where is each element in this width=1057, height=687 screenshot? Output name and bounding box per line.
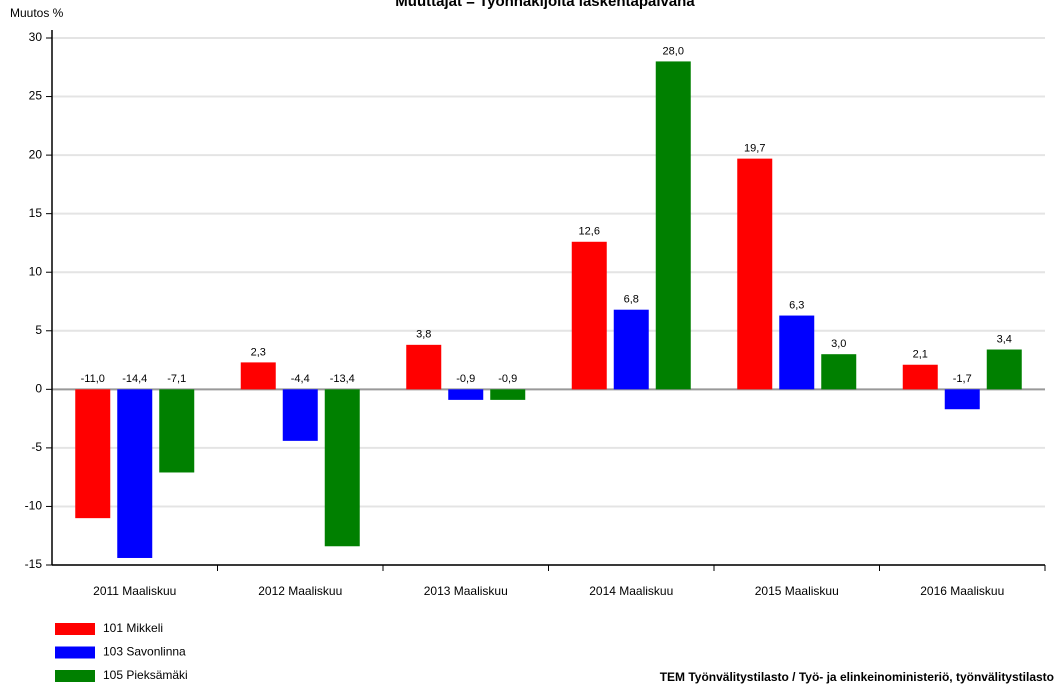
x-tick-label: 2014 Maaliskuu	[589, 584, 673, 598]
y-axis-label: Muutos %	[10, 6, 64, 20]
data-label: -13,4	[330, 373, 355, 385]
data-label: 28,0	[663, 45, 684, 57]
bar	[117, 389, 153, 558]
bar	[737, 158, 773, 390]
bar	[613, 309, 649, 390]
data-label: 3,4	[997, 333, 1012, 345]
data-label: -14,4	[122, 373, 147, 385]
legend-label: 103 Savonlinna	[103, 645, 186, 659]
bar	[779, 315, 815, 390]
data-label: -11,0	[81, 373, 105, 385]
bar	[75, 389, 111, 519]
data-label: -0,9	[498, 373, 517, 385]
legend-swatch	[55, 646, 95, 659]
x-tick-label: 2016 Maaliskuu	[920, 584, 1004, 598]
data-label: 3,0	[831, 338, 846, 350]
bar	[448, 389, 484, 400]
legend-swatch	[55, 623, 95, 635]
data-label: 2,3	[251, 346, 266, 358]
x-tick-label: 2013 Maaliskuu	[424, 584, 508, 598]
legend-label: 105 Pieksämäki	[103, 668, 188, 682]
legend-swatch	[55, 670, 95, 682]
y-tick-label: 30	[29, 30, 43, 44]
chart-title: Muuttajat = Työnhakijoita laskentapäivän…	[395, 0, 695, 10]
bar	[159, 389, 195, 473]
bar	[902, 364, 938, 390]
bar	[282, 389, 318, 441]
data-label: 6,3	[789, 299, 804, 311]
data-label: 3,8	[416, 329, 431, 341]
data-label: 12,6	[579, 226, 600, 238]
bar	[406, 344, 442, 390]
data-label: -1,7	[953, 373, 972, 385]
bar	[986, 349, 1022, 390]
y-tick-label: 0	[35, 382, 42, 396]
bar	[490, 389, 526, 400]
x-tick-label: 2011 Maaliskuu	[93, 584, 176, 598]
y-tick-label: 25	[29, 89, 43, 103]
source: TEM Työnvälitystilasto / Työ- ja elinkei…	[660, 670, 1054, 684]
y-tick-label: -10	[25, 499, 43, 513]
bar	[655, 61, 691, 390]
bar	[944, 389, 980, 410]
data-label: -0,9	[456, 373, 475, 385]
y-tick-label: 5	[35, 323, 42, 337]
bar	[240, 362, 276, 390]
data-label: -4,4	[291, 373, 310, 385]
x-tick-label: 2012 Maaliskuu	[258, 584, 342, 598]
bar	[324, 389, 360, 547]
y-tick-label: -15	[25, 557, 43, 571]
data-label: -7,1	[167, 373, 186, 385]
y-tick-label: -5	[31, 440, 42, 454]
x-tick-label: 2015 Maaliskuu	[755, 584, 839, 598]
data-label: 19,7	[744, 143, 765, 155]
y-tick-label: 10	[29, 264, 43, 278]
bar	[821, 354, 857, 390]
y-tick-label: 15	[29, 206, 43, 220]
data-label: 2,1	[913, 349, 928, 361]
legend-label: 101 Mikkeli	[103, 621, 163, 635]
data-label: 6,8	[624, 294, 639, 306]
y-tick-label: 20	[29, 147, 43, 161]
bar	[571, 241, 607, 390]
